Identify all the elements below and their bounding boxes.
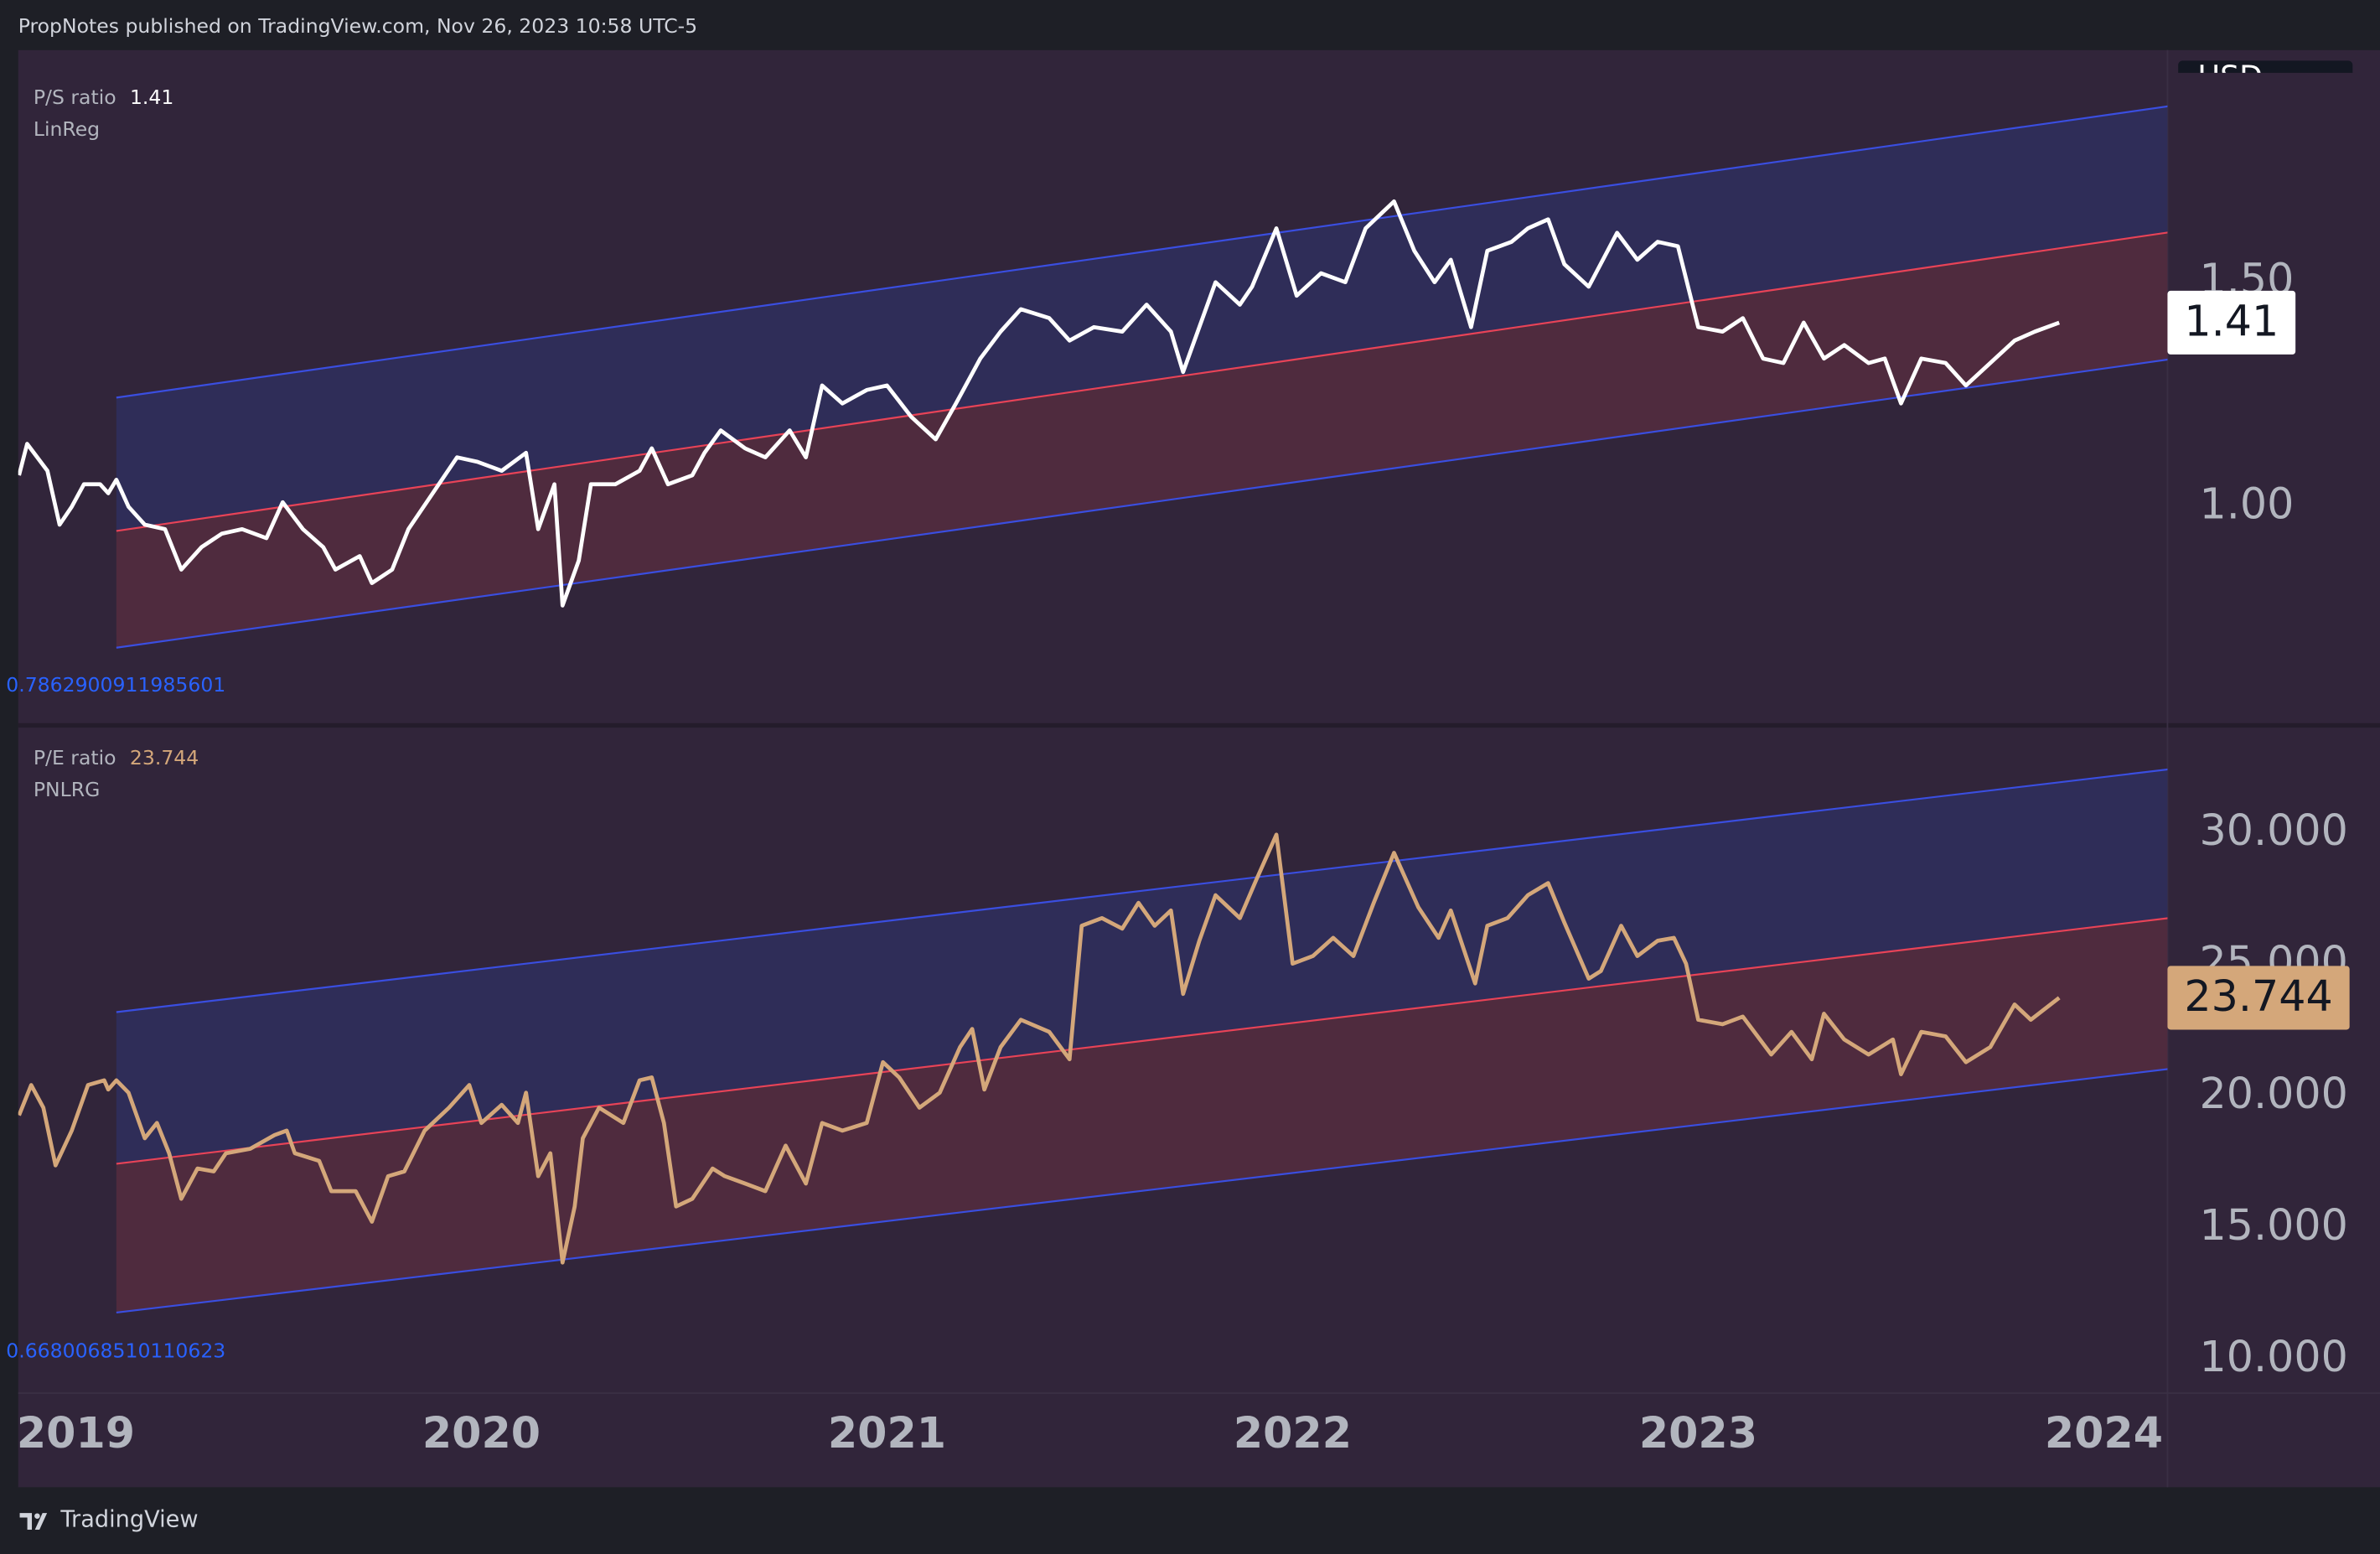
x-tick-label: 2023 <box>1639 1408 1757 1458</box>
channel-upper <box>116 105 2168 399</box>
legend-subtitle: LinReg <box>34 117 100 141</box>
channel-lower-fill <box>116 232 2168 648</box>
channel-middle <box>116 231 2168 532</box>
footer: TradingView <box>60 1507 198 1533</box>
currency-box <box>2178 60 2353 73</box>
legend-subtitle: PNLRG <box>34 778 101 801</box>
channel-lower-fill <box>116 918 2168 1313</box>
channel-upper-fill <box>116 769 2168 1164</box>
footer-logo <box>19 1513 48 1531</box>
last-value-box <box>2167 290 2296 355</box>
last-value-label: 23.744 <box>2184 971 2332 1021</box>
legend-value: 23.744 <box>130 746 199 769</box>
x-tick-label: 2022 <box>1234 1408 1352 1458</box>
currency: USD <box>2198 59 2263 95</box>
channel-upper <box>116 768 2168 1013</box>
channel-lower <box>116 1068 2168 1314</box>
y-tick-label: 20.000 <box>2199 1069 2347 1118</box>
channel-lower <box>116 358 2168 649</box>
channel-upper-fill <box>116 106 2168 531</box>
y-tick-label: 15.000 <box>2199 1200 2347 1250</box>
annotation: 0.6680068510110623 <box>6 1339 225 1363</box>
legend-value: 1.41 <box>130 85 173 109</box>
series-line <box>18 832 2061 1265</box>
pane <box>18 768 2168 1314</box>
x-tick-label: 2021 <box>828 1408 946 1458</box>
currency-badge: USD <box>2178 59 2353 95</box>
x-tick-label: 2024 <box>2045 1408 2163 1458</box>
y-tick-label: 1.00 <box>2199 479 2294 529</box>
legend-title: P/S ratio <box>34 85 116 109</box>
x-tick-label: 2019 <box>17 1408 135 1458</box>
logo-icon <box>19 1513 48 1531</box>
legend-title: P/E ratio <box>34 746 116 769</box>
last-value-label: 1.41 <box>2184 297 2279 346</box>
y-tick-label: 30.000 <box>2199 805 2347 855</box>
y-tick-label: 10.000 <box>2199 1332 2347 1381</box>
channel-middle <box>116 917 2168 1165</box>
series-line <box>18 199 2061 608</box>
last-value-box <box>2167 966 2350 1030</box>
x-tick-label: 2020 <box>422 1408 541 1458</box>
header: PropNotes published on TradingView.com, … <box>18 14 697 38</box>
annotation: 0.7862900911985601 <box>6 673 225 697</box>
pane <box>18 105 2168 649</box>
logo-dot <box>34 1513 40 1519</box>
